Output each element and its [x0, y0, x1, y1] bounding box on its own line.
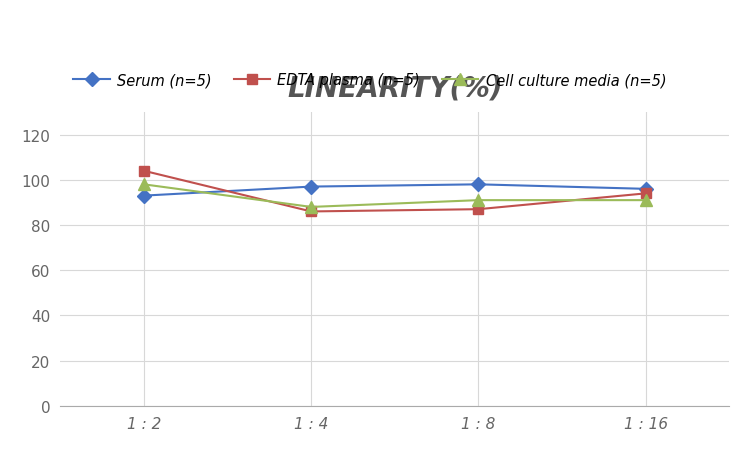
Serum (n=5)	[474, 182, 483, 188]
Cell culture media (n=5)	[307, 205, 316, 210]
Cell culture media (n=5)	[641, 198, 650, 203]
Cell culture media (n=5)	[139, 182, 148, 188]
Title: LINEARITY(%): LINEARITY(%)	[287, 74, 502, 102]
Line: EDTA plasma (n=5): EDTA plasma (n=5)	[139, 166, 650, 217]
Cell culture media (n=5)	[474, 198, 483, 203]
Line: Serum (n=5): Serum (n=5)	[139, 180, 650, 201]
EDTA plasma (n=5)	[474, 207, 483, 212]
Serum (n=5)	[641, 187, 650, 192]
Serum (n=5)	[139, 193, 148, 199]
EDTA plasma (n=5)	[641, 191, 650, 197]
EDTA plasma (n=5)	[307, 209, 316, 215]
Line: Cell culture media (n=5): Cell culture media (n=5)	[138, 179, 651, 213]
Legend: Serum (n=5), EDTA plasma (n=5), Cell culture media (n=5): Serum (n=5), EDTA plasma (n=5), Cell cul…	[68, 67, 672, 94]
EDTA plasma (n=5)	[139, 169, 148, 174]
Serum (n=5)	[307, 184, 316, 190]
